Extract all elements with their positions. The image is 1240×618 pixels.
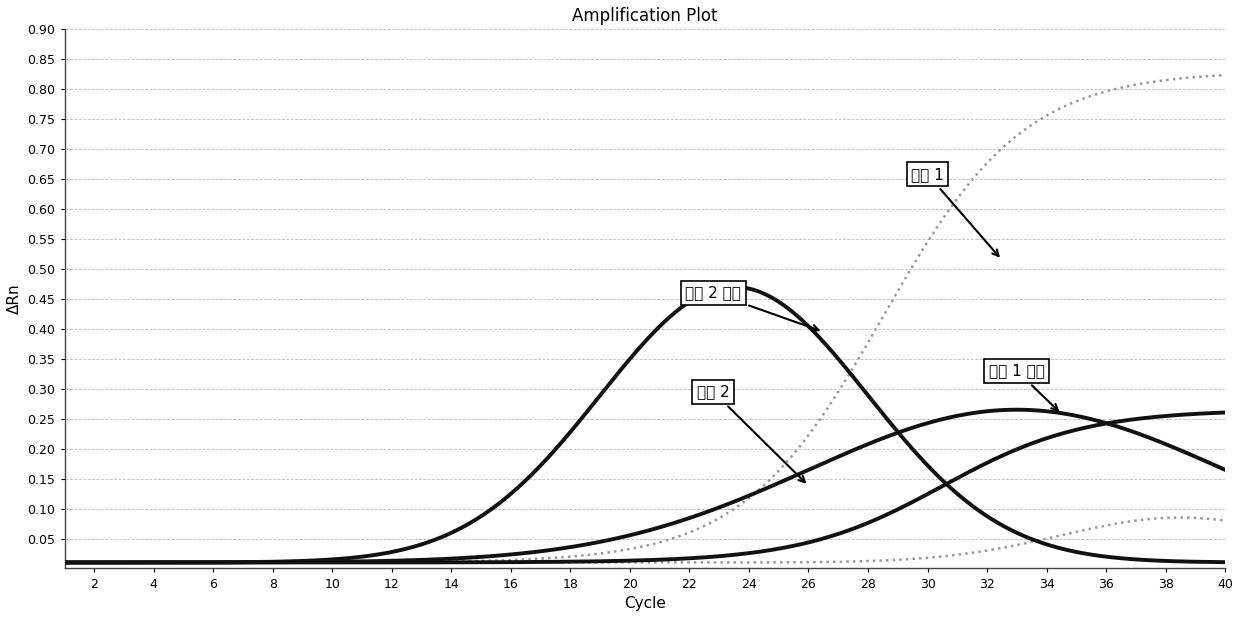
Text: 样本 1 内标: 样本 1 内标: [988, 363, 1058, 410]
X-axis label: Cycle: Cycle: [624, 596, 666, 611]
Text: 样本 1: 样本 1: [911, 167, 998, 256]
Text: 样本 2 内标: 样本 2 内标: [686, 286, 818, 331]
Title: Amplification Plot: Amplification Plot: [572, 7, 718, 25]
Y-axis label: ΔRn: ΔRn: [7, 284, 22, 314]
Text: 样本 2: 样本 2: [697, 384, 805, 482]
